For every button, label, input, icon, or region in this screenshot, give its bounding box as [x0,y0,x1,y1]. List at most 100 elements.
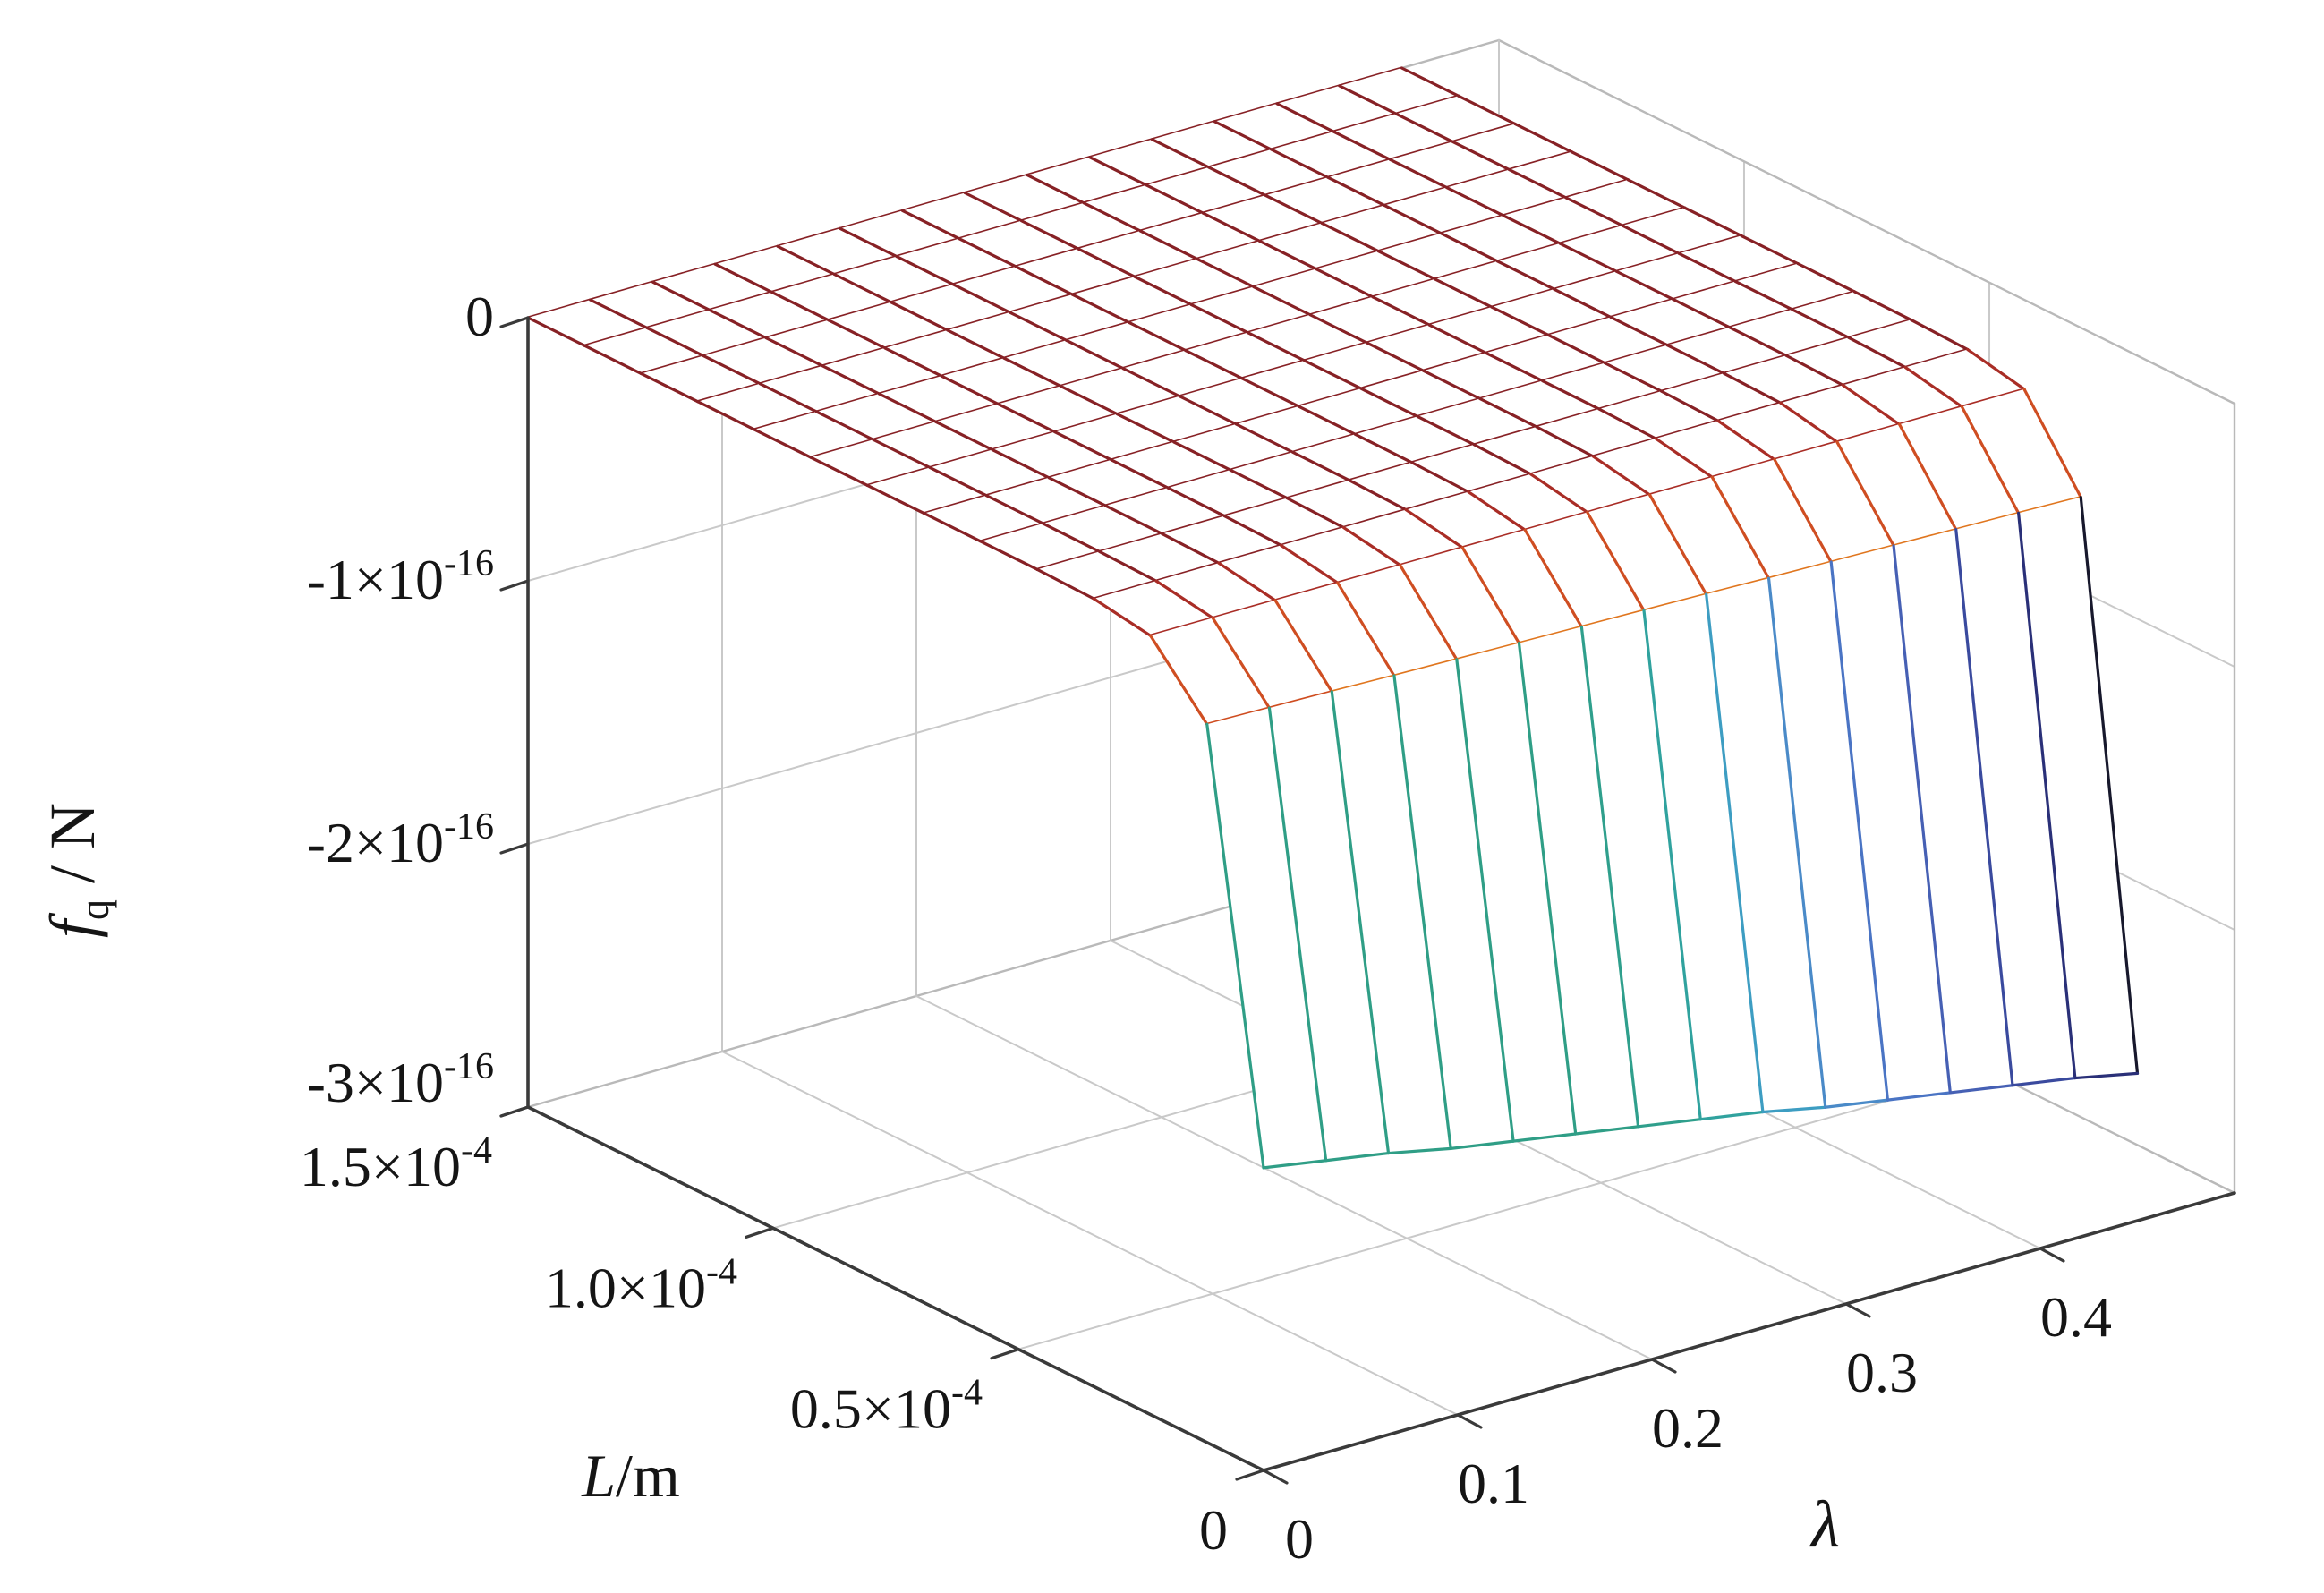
mesh-face [1349,462,1468,510]
mesh-column-segment [1252,285,1312,317]
mesh-column-segment [753,428,813,459]
mesh-column-segment [1178,395,1238,426]
mesh-face [1667,327,1787,374]
mesh-column-segment [583,344,643,376]
mesh-column-segment [1127,320,1188,353]
mesh-column-segment [1098,549,1158,583]
lambda-tick-label: 0 [1285,1507,1314,1571]
mesh-column-segment [1052,430,1113,462]
mesh-column-segment [1365,341,1426,372]
mesh-column-segment [1394,112,1454,143]
mesh-row-segment [1824,1098,1890,1109]
mesh-face [1287,480,1407,528]
mesh-row-segment [1761,1105,1827,1114]
mesh-column-segment [1451,140,1511,172]
mesh-column-segment [1546,333,1606,365]
mesh-column-segment [883,346,943,378]
mesh-column-segment [1966,347,2026,391]
mesh-face [646,310,766,356]
mesh-column-segment [1115,413,1176,444]
mesh-face [1411,444,1531,492]
tick-labels: 0 -1×10-16 -2×10-16 -3×10-16 1.5×10-4 1.0×10-… [300,285,2112,1571]
mesh-column-segment [1847,336,1907,370]
L-tick-label: 1.5×10-4 [300,1130,492,1198]
floor-gridline-lambda [915,995,1653,1360]
mesh-face [1276,85,1397,132]
mesh-face [1786,337,1906,386]
mesh-column-segment [1353,432,1414,464]
mesh-face [930,449,1050,496]
mesh-column-segment [1705,592,1765,1114]
axis-lines [526,316,2236,1472]
mesh-row-segment [1449,1139,1515,1150]
mesh-face [1548,317,1668,363]
mesh-column-segment [1014,265,1074,296]
mesh-face [1009,294,1129,341]
z-axis-title: fq / N [37,803,117,938]
mesh-face [1656,421,1775,478]
L-tick-label: 1.0×10-4 [545,1251,737,1319]
mesh-face [1792,291,1911,338]
mesh-face [1536,409,1656,456]
mesh-face [1712,459,1832,579]
mesh-column-segment [1082,201,1142,233]
mesh-column-segment [1779,401,1839,444]
mesh-column-segment [1341,525,1402,567]
mesh-column-segment [1773,457,1833,564]
mesh-column-segment [1376,250,1437,281]
mesh-face [703,337,823,384]
mesh-face [828,302,948,348]
mesh-column-segment [1954,528,2014,1087]
mesh-face [771,274,891,320]
mesh-face [1622,208,1741,254]
mesh-face [1026,157,1147,203]
mesh-face [1214,103,1334,149]
L-tick-mark [1235,1469,1265,1481]
mesh-column-segment [1404,507,1464,549]
mesh-column-segment [645,326,705,358]
mesh-face [1423,353,1543,399]
lambda-tick-mark [1844,1302,1871,1318]
mesh-column-segment [1597,407,1657,440]
mesh-column-segment [1008,311,1068,342]
mesh-face [1049,459,1169,507]
mesh-face [1468,473,1588,531]
lambda-tick-label: 0.1 [1458,1452,1529,1515]
mesh-row-segment [1262,1159,1328,1170]
mesh-face [1247,314,1367,361]
mesh-face [1429,307,1549,354]
mesh-face [1768,562,1888,1108]
mesh-column-segment [895,254,955,286]
mesh-face [1298,388,1418,435]
mesh-column-segment [1348,479,1408,512]
mesh-column-segment [1332,130,1392,161]
mesh-column-segment [1609,315,1669,347]
mesh-column-segment [1059,384,1119,416]
mesh-column-segment [1710,475,1771,580]
mesh-column-segment [1246,331,1307,362]
mesh-row-segment [1386,1146,1452,1155]
mesh-face [1077,231,1197,277]
mesh-face [1565,179,1685,226]
mesh-column-segment [1184,348,1244,380]
mesh-column-segment [776,244,836,277]
mesh-face [1616,253,1736,300]
tick-marks [499,316,2065,1485]
mesh-column-segment [1207,166,1267,197]
mesh-face [1271,132,1391,178]
mesh-face [1598,391,1718,439]
z-tick-mark [499,316,530,328]
mesh-column-segment [1026,173,1085,205]
mesh-column-segment [1145,183,1205,215]
floor-gridline-lambda [721,1051,1459,1416]
mesh-face [1162,515,1281,564]
mesh-face [1292,434,1412,481]
mesh-column-segment [1150,138,1211,169]
mesh-face [980,523,1100,570]
mesh-column-segment [1909,318,1970,352]
axis-titles: fq / N L/m λ [37,803,1840,1562]
mesh-column-segment [1835,440,1895,548]
z-tick-mark [499,842,530,855]
mesh-column-segment [1728,326,1788,357]
mesh-face [1396,96,1515,142]
